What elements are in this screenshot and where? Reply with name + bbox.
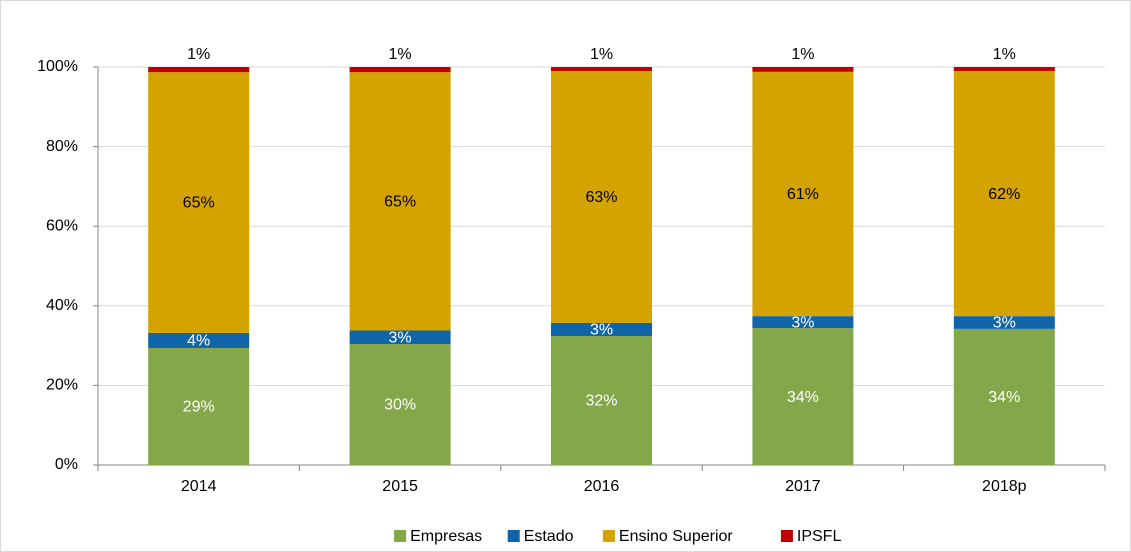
data-label: 3% <box>389 329 412 346</box>
bar-segment <box>148 332 250 348</box>
legend-label: IPSFL <box>797 528 842 545</box>
data-label: 65% <box>384 194 416 211</box>
data-label: 34% <box>787 389 819 406</box>
bar-segment <box>953 316 1055 329</box>
data-label: 61% <box>787 186 819 203</box>
legend-swatch <box>507 530 520 542</box>
bar-segment <box>148 67 250 73</box>
data-label: 1% <box>187 46 210 63</box>
legend-label: Ensino Superior <box>619 528 734 545</box>
data-label: 1% <box>791 46 814 63</box>
data-label: 4% <box>187 333 210 350</box>
legend-swatch <box>780 530 793 542</box>
x-tick-label: 2014 <box>181 478 217 495</box>
data-label: 1% <box>993 46 1016 63</box>
data-label: 1% <box>590 46 613 63</box>
y-tick-label: 0% <box>55 456 78 473</box>
bar-segment <box>953 70 1055 317</box>
x-tick-label: 2015 <box>382 478 418 495</box>
data-label: 3% <box>791 314 814 331</box>
bar-segment <box>148 347 250 465</box>
data-label: 30% <box>384 397 416 414</box>
bar-segment <box>349 72 451 331</box>
bar-segment <box>148 72 250 333</box>
data-label: 63% <box>585 189 617 206</box>
bar-segment <box>349 330 451 345</box>
x-tick-label: 2018p <box>982 478 1027 495</box>
bar-segment <box>752 67 854 72</box>
y-tick-label: 100% <box>37 58 78 75</box>
legend-label: Estado <box>524 528 574 545</box>
data-label: 62% <box>988 186 1020 203</box>
legend-swatch <box>394 530 407 542</box>
bar-segment <box>551 336 652 465</box>
y-tick-label: 80% <box>46 138 78 155</box>
bar-segment <box>953 67 1055 71</box>
y-tick-label: 60% <box>46 217 78 234</box>
legend-swatch <box>602 530 615 542</box>
data-label: 32% <box>585 393 617 410</box>
y-tick-label: 20% <box>46 377 78 394</box>
legend-label: Empresas <box>410 528 482 545</box>
x-tick-label: 2016 <box>584 478 620 495</box>
bar-segment <box>551 70 652 323</box>
bar-segment <box>953 328 1055 465</box>
bar-segment <box>752 316 854 329</box>
data-label: 29% <box>183 399 215 416</box>
bar-segment <box>349 344 451 465</box>
data-label: 34% <box>988 389 1020 406</box>
data-label: 65% <box>183 195 215 212</box>
data-label: 3% <box>590 322 613 339</box>
y-tick-label: 40% <box>46 297 78 314</box>
x-tick-label: 2017 <box>785 478 821 495</box>
bar-segment <box>551 67 652 71</box>
bar-segment <box>752 328 854 465</box>
data-label: 3% <box>993 315 1016 332</box>
bar-segment <box>752 71 854 317</box>
bar-segment <box>349 67 451 73</box>
bar-segment <box>551 322 652 337</box>
data-label: 1% <box>389 46 412 63</box>
